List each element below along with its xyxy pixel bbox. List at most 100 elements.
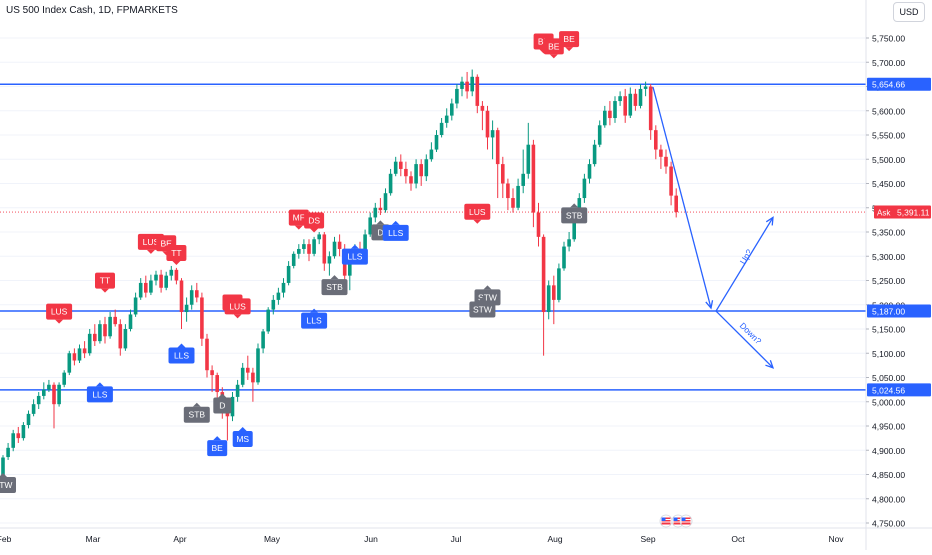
marker-lls[interactable]: LLS — [341, 244, 368, 265]
candle-body — [475, 76, 480, 106]
us-flag-icon[interactable] — [679, 514, 693, 528]
marker-be[interactable]: BE — [559, 31, 580, 52]
candle-body — [291, 253, 296, 266]
flag-stripe — [681, 519, 691, 520]
scenario-arrow[interactable] — [715, 217, 774, 312]
time-tick-label: Mar — [86, 534, 101, 544]
marker-badge — [301, 312, 328, 329]
candle-body — [597, 125, 602, 145]
candle-body — [368, 217, 372, 235]
candle-body — [36, 395, 41, 405]
candle-body — [149, 280, 153, 293]
candle-body — [62, 372, 66, 385]
marker-be[interactable]: BE — [543, 38, 564, 59]
marker-lus[interactable]: LUS — [464, 203, 491, 224]
ask-name-label: Ask — [877, 209, 891, 218]
marker-label: LLS — [388, 228, 403, 238]
marker-badge — [543, 38, 564, 55]
marker-badge — [341, 248, 368, 265]
price-tick-label: 5,350.00 — [872, 228, 905, 238]
candle-body — [409, 176, 413, 184]
marker-stb[interactable]: STB — [321, 275, 348, 296]
marker-label: LLS — [92, 389, 107, 399]
candle-body — [154, 274, 158, 281]
marker-tt[interactable]: TT — [95, 272, 115, 293]
candle-body — [378, 207, 383, 211]
marker-be[interactable]: BE — [207, 436, 228, 457]
marker-d[interactable]: D — [213, 393, 232, 414]
candle-body — [669, 166, 673, 196]
forecast-path-arrow[interactable] — [652, 86, 712, 309]
marker-ds[interactable]: DS — [304, 212, 325, 233]
level-price-label: 5,187.00 — [872, 307, 905, 317]
marker-badge — [213, 397, 232, 414]
candle-body — [72, 353, 77, 361]
candle-body — [536, 212, 541, 237]
marker-pointer — [350, 244, 359, 249]
candle-body — [6, 447, 10, 458]
candle-body — [337, 241, 342, 249]
candle-body — [618, 96, 622, 102]
marker-pointer — [478, 297, 487, 302]
candle-body — [322, 234, 327, 264]
marker-tt[interactable]: TT — [166, 244, 187, 265]
candle-body — [572, 212, 576, 240]
marker-badge — [559, 31, 580, 48]
marker-lus[interactable]: LUS — [224, 298, 251, 319]
marker-stw[interactable]: STW — [469, 297, 496, 318]
flag-canton — [681, 517, 686, 521]
marker-pointer — [95, 382, 104, 387]
candle-body — [297, 248, 301, 254]
time-tick-label: Feb — [0, 534, 12, 544]
flag-stripes — [681, 517, 691, 525]
marker-stb[interactable]: STB — [561, 203, 588, 224]
candle-body — [638, 88, 643, 106]
marker-pointer — [218, 393, 227, 398]
marker-label: STB — [189, 410, 206, 420]
currency-button[interactable]: USD — [893, 2, 925, 22]
marker-pointer — [549, 54, 558, 59]
candle-body — [332, 241, 337, 257]
marker-label: LUS — [229, 301, 246, 311]
flag-stripes — [661, 517, 671, 525]
marker-lls[interactable]: LLS — [301, 308, 328, 329]
marker-lls[interactable]: LLS — [86, 382, 113, 403]
candle-body — [230, 396, 235, 417]
marker-lus[interactable]: LUS — [46, 303, 73, 324]
marker-lls[interactable]: LLS — [168, 343, 195, 364]
marker-mf[interactable]: MF — [288, 209, 309, 230]
candle-body — [587, 164, 592, 179]
event-icons[interactable] — [659, 514, 693, 528]
candle-body — [659, 149, 663, 157]
pattern-markers: STWLUSLLSTTLUSBETTLLSSTBBEDMRLUSMSMFDSLL… — [0, 31, 588, 494]
time-tick-label: Jun — [364, 534, 378, 544]
candle-body — [82, 348, 87, 354]
marker-badge — [207, 440, 228, 457]
forecast-arrows: Up?Down? — [652, 86, 775, 369]
price-tick-label: 5,500.00 — [872, 155, 905, 165]
price-axis[interactable]: 4,750.00 4,800.00 4,850.00 4,900.00 4,950.00… — [865, 0, 931, 550]
candle-body — [307, 244, 311, 254]
marker-stb[interactable]: STB — [183, 402, 210, 423]
marker-ms[interactable]: MS — [232, 426, 253, 447]
candle-body — [261, 331, 265, 349]
scenario-arrow[interactable] — [715, 310, 774, 369]
price-tick-label: 5,150.00 — [872, 325, 905, 335]
marker-lls[interactable]: LLS — [382, 220, 409, 241]
candle-body — [531, 144, 536, 213]
candle-body — [603, 110, 607, 126]
level-price-tag — [867, 383, 931, 397]
marker-stw[interactable]: STW — [0, 473, 16, 494]
us-flag-icon[interactable] — [659, 514, 673, 528]
candle-body — [552, 285, 556, 300]
candle-body — [470, 76, 474, 92]
candle-body — [26, 413, 31, 426]
time-axis[interactable]: Feb Mar Apr May Jun Jul Aug Sep Oct Nov — [0, 527, 932, 544]
candle-body — [251, 372, 255, 383]
marker-pointer — [213, 436, 222, 441]
marker-badge — [224, 298, 251, 315]
marker-label: LUS — [469, 207, 486, 217]
candle-body — [613, 101, 617, 119]
